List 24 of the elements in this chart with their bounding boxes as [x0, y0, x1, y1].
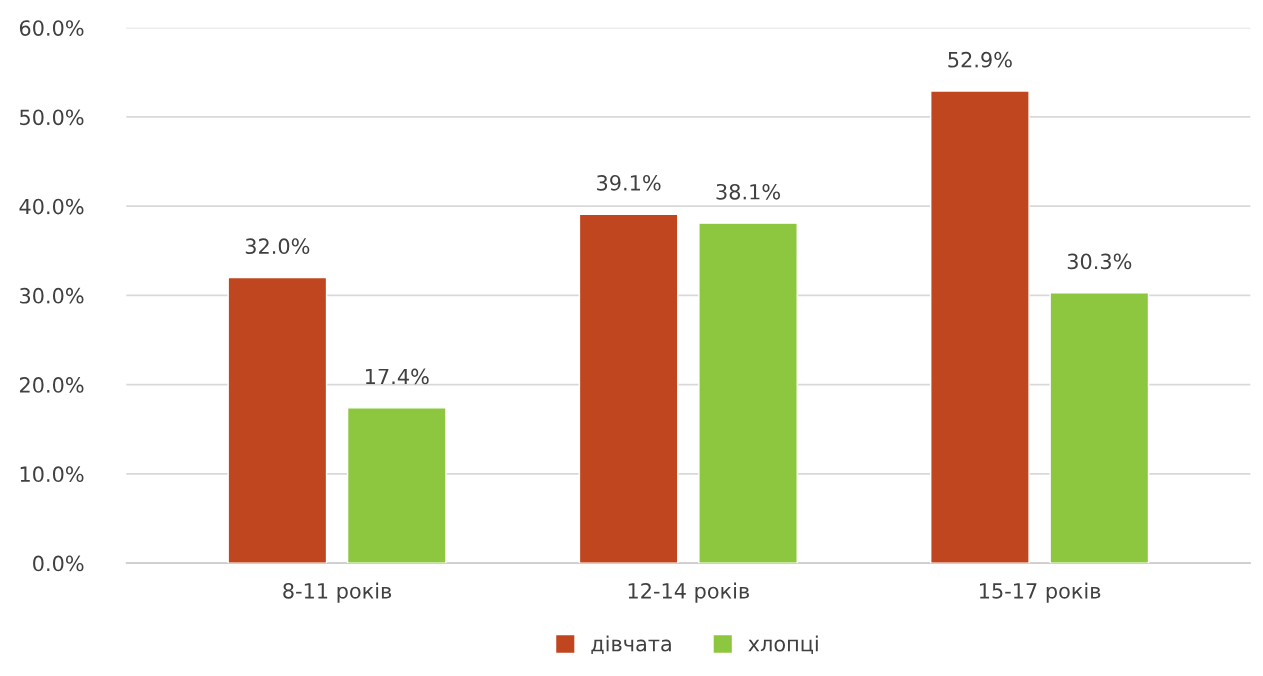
- y-tick-label: 20.0%: [19, 377, 84, 393]
- bar: [578, 213, 679, 564]
- y-tick-label: 60.0%: [19, 20, 84, 36]
- legend-label: дівчата: [591, 635, 671, 655]
- x-tick-label: 12-14 років: [628, 582, 749, 603]
- data-label: 30.3%: [1067, 253, 1132, 270]
- bar: [227, 276, 328, 564]
- data-label: 32.0%: [245, 238, 310, 255]
- data-label: 52.9%: [948, 51, 1012, 68]
- bar: [930, 90, 1030, 564]
- data-label: 17.4%: [365, 368, 429, 385]
- data-label: 39.1%: [597, 174, 661, 191]
- bar: [346, 407, 447, 564]
- y-tick-label: 50.0%: [20, 109, 84, 126]
- y-tick-label: 30.0%: [20, 287, 84, 304]
- x-tick-label: 15-17 років: [980, 582, 1101, 603]
- y-tick-label: 40.0%: [19, 198, 84, 215]
- y-tick-label: 0.0%: [33, 555, 84, 572]
- legend-label: хлопці: [748, 635, 818, 655]
- bar: [1049, 292, 1150, 564]
- x-tick-label: 8-11 років: [283, 582, 392, 603]
- data-label: 38.1%: [716, 183, 780, 200]
- bar: [698, 222, 798, 564]
- y-tick-label: 10.0%: [20, 466, 84, 483]
